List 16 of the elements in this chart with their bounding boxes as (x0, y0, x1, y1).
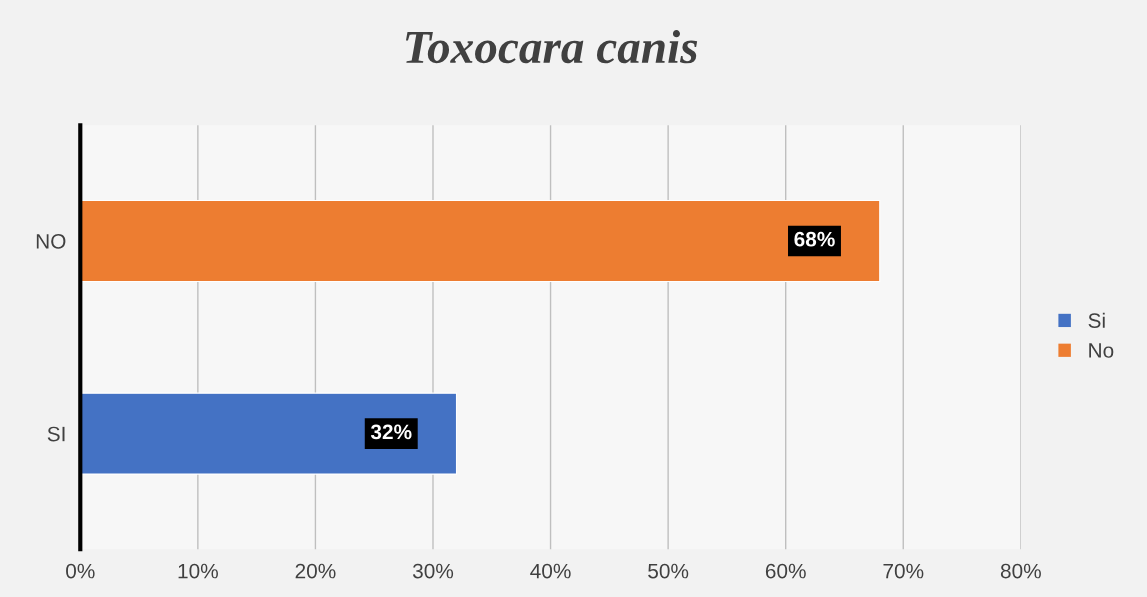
legend-label: Si (1088, 312, 1105, 328)
data-label: 68% (794, 231, 835, 247)
x-tick-label: 80% (1000, 563, 1041, 579)
legend-label: No (1089, 343, 1114, 358)
x-tick-label: 10% (178, 563, 218, 579)
x-tick-label: 70% (883, 563, 924, 579)
x-tick-label: 30% (412, 563, 454, 579)
x-tick-label: 20% (295, 563, 336, 579)
x-tick-label: 50% (648, 563, 689, 579)
y-tick-label: NO (36, 233, 66, 249)
y-tick-label: SI (47, 426, 65, 442)
x-tick-label: 60% (765, 563, 806, 579)
x-tick-label: 0% (66, 563, 95, 579)
x-tick-label: 40% (530, 563, 571, 579)
data-label: 32% (370, 424, 412, 440)
chart-title: Toxocara canis (405, 30, 698, 64)
